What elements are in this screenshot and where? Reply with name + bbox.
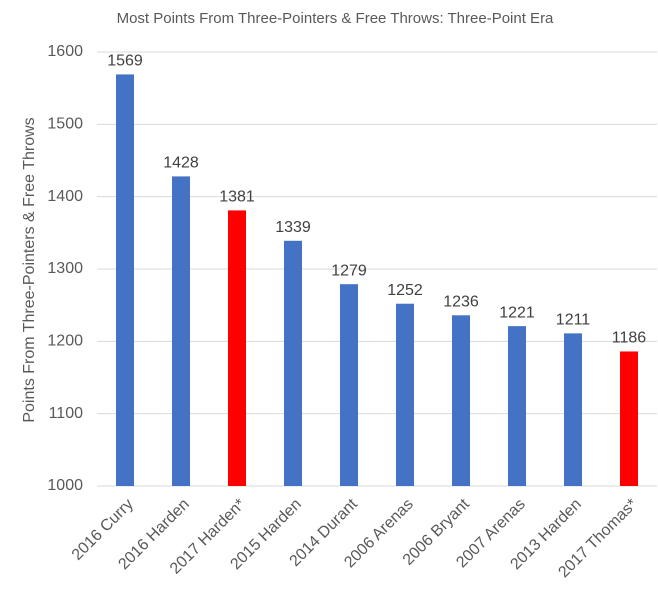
data-label: 1186: [612, 330, 647, 347]
data-label: 1252: [387, 282, 423, 299]
bar: [340, 284, 358, 486]
data-label: 1221: [499, 304, 535, 321]
data-label: 1428: [163, 155, 199, 172]
y-tick-label: 1600: [47, 43, 83, 60]
y-tick-label: 1100: [49, 405, 84, 422]
data-label: 1339: [275, 219, 311, 236]
y-axis-label: Points From Three-Pointers & Free Throws: [21, 117, 38, 422]
bar: [116, 74, 134, 486]
y-tick-label: 1000: [47, 477, 83, 494]
data-label: 1279: [331, 262, 367, 279]
bar: [396, 303, 414, 486]
bar: [452, 315, 470, 486]
bar: [620, 351, 638, 486]
bar: [284, 240, 302, 486]
bar: [228, 210, 246, 486]
data-label: 1569: [107, 53, 143, 70]
data-label: 1236: [443, 294, 479, 311]
y-tick-label: 1500: [47, 116, 83, 133]
data-label: 1381: [219, 189, 255, 206]
y-tick-label: 1400: [47, 188, 83, 205]
bar: [172, 176, 190, 486]
chart-title: Most Points From Three-Pointers & Free T…: [117, 10, 554, 27]
y-tick-label: 1200: [47, 333, 83, 350]
y-tick-label: 1300: [47, 260, 83, 277]
bar: [508, 326, 526, 486]
bar: [564, 333, 582, 486]
data-label: 1211: [556, 312, 591, 329]
